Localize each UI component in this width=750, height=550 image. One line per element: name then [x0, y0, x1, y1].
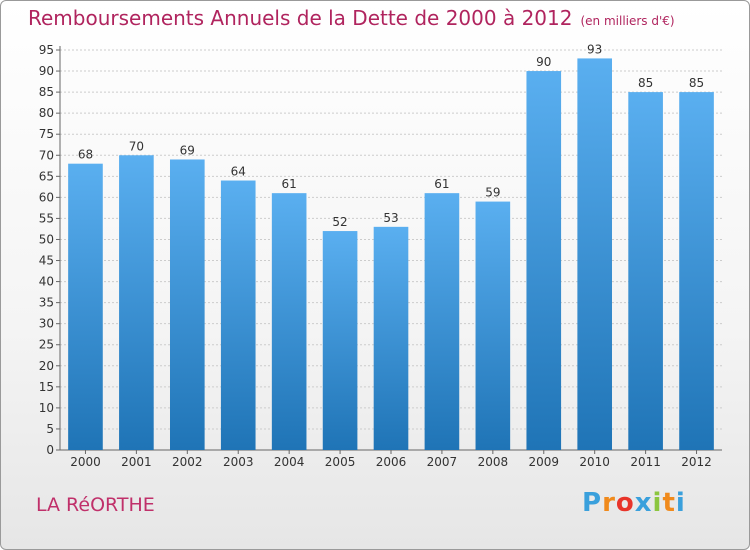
y-tick-label: 80	[39, 106, 54, 120]
y-tick-label: 30	[39, 317, 54, 331]
x-tick-label-2008: 2008	[478, 455, 509, 469]
bar-2012[interactable]	[679, 92, 714, 451]
y-tick-label: 90	[39, 64, 54, 78]
logo-letter: r	[602, 488, 616, 518]
x-tick-label-2003: 2003	[223, 455, 254, 469]
value-label-2001: 70	[129, 139, 144, 153]
bar-2008[interactable]	[475, 201, 511, 450]
y-tick-label: 0	[46, 443, 54, 457]
value-label-2000: 68	[78, 148, 93, 162]
x-tick-label-2006: 2006	[376, 455, 407, 469]
bar-2010[interactable]	[577, 58, 613, 450]
x-tick-label-2007: 2007	[427, 455, 458, 469]
value-label-2008: 59	[485, 186, 500, 200]
y-tick-label: 25	[39, 338, 54, 352]
x-tick-label-2009: 2009	[528, 455, 559, 469]
logo-letter: i	[675, 488, 686, 518]
value-label-2012: 85	[689, 76, 704, 90]
bar-2006[interactable]	[373, 226, 409, 450]
y-tick-label: 35	[39, 296, 54, 310]
value-label-2005: 52	[332, 215, 347, 229]
logo-letter: x	[634, 488, 653, 518]
value-label-2002: 69	[180, 143, 195, 157]
logo-letter: o	[615, 488, 635, 518]
chart-unit: (en milliers d'€)	[580, 14, 675, 28]
y-tick-label: 50	[39, 232, 54, 246]
value-label-2006: 53	[383, 211, 398, 225]
y-tick-label: 60	[39, 190, 54, 204]
logo-letter: t	[662, 488, 676, 518]
x-tick-label-2010: 2010	[579, 455, 610, 469]
bar-2000[interactable]	[68, 163, 103, 450]
x-tick-label-2011: 2011	[630, 455, 661, 469]
value-label-2003: 64	[231, 165, 246, 179]
bar-2004[interactable]	[271, 193, 307, 450]
place-name: LA RéORTHE	[36, 494, 155, 516]
bar-2007[interactable]	[424, 193, 460, 450]
y-tick-label: 75	[39, 127, 54, 141]
logo-letter: P	[582, 488, 603, 518]
value-label-2010: 93	[587, 42, 602, 56]
x-tick-label-2005: 2005	[325, 455, 356, 469]
bar-2002[interactable]	[169, 159, 205, 450]
y-tick-label: 95	[39, 43, 54, 57]
bar-2005[interactable]	[322, 231, 358, 450]
labels: 68 70 69 64 61 52 53 61 59 90 93 85 85	[78, 42, 704, 229]
x-tick-label-2000: 2000	[70, 455, 101, 469]
value-label-2004: 61	[282, 177, 297, 191]
proxiti-logo[interactable]: Proxiti	[582, 488, 686, 518]
value-label-2007: 61	[434, 177, 449, 191]
value-label-2009: 90	[536, 55, 551, 69]
y-tick-label: 55	[39, 211, 54, 225]
y-tick-label: 65	[39, 169, 54, 183]
y-tick-label: 15	[39, 380, 54, 394]
x-tick-label-2001: 2001	[121, 455, 152, 469]
chart-title: Remboursements Annuels de la Dette de 20…	[28, 6, 675, 30]
bar-2003[interactable]	[220, 180, 256, 451]
y-tick-label: 20	[39, 359, 54, 373]
bar-2011[interactable]	[628, 92, 663, 451]
logo-letter: i	[652, 488, 663, 518]
x-tick-label-2004: 2004	[274, 455, 305, 469]
bar-2009[interactable]	[526, 71, 562, 450]
y-tick-label: 70	[39, 148, 54, 162]
x-tick-label-2002: 2002	[172, 455, 203, 469]
y-tick-label: 45	[39, 254, 54, 268]
y-tick-label: 10	[39, 401, 54, 415]
y-tick-label: 40	[39, 275, 54, 289]
bar-2001[interactable]	[119, 155, 154, 450]
value-label-2011: 85	[638, 76, 653, 90]
bars	[68, 58, 714, 451]
y-tick-label: 85	[39, 85, 54, 99]
chart-title-text: Remboursements Annuels de la Dette de 20…	[28, 6, 573, 30]
x-tick-label-2012: 2012	[681, 455, 712, 469]
y-tick-label: 5	[46, 422, 54, 436]
